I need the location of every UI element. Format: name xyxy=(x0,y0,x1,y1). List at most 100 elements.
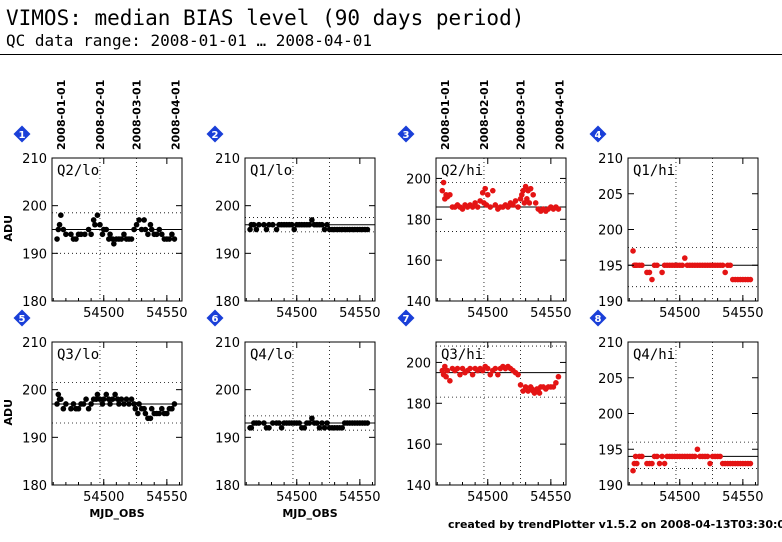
data-point xyxy=(269,221,276,228)
data-point xyxy=(90,217,97,223)
data-point xyxy=(159,405,165,412)
data-point xyxy=(83,396,89,403)
y-tick-label: 195 xyxy=(598,443,623,458)
data-point xyxy=(63,231,69,238)
data-point xyxy=(88,401,94,407)
data-point xyxy=(510,202,516,208)
data-point xyxy=(747,460,754,467)
data-point xyxy=(679,262,686,269)
data-point xyxy=(136,401,142,407)
data-point xyxy=(522,384,529,390)
data-point xyxy=(649,276,655,283)
data-point xyxy=(472,200,478,206)
data-point xyxy=(68,405,74,412)
title-divider xyxy=(0,54,782,55)
x-tick-label: 54550 xyxy=(722,490,763,505)
data-point xyxy=(520,187,526,194)
data-point xyxy=(75,405,82,412)
data-point xyxy=(324,420,330,426)
y-tick-label: 210 xyxy=(215,336,240,351)
data-point xyxy=(719,262,726,269)
data-point xyxy=(469,204,476,210)
data-point xyxy=(484,365,491,372)
data-point xyxy=(639,453,645,460)
data-point xyxy=(309,415,315,422)
data-point xyxy=(479,189,486,196)
data-point xyxy=(487,371,494,378)
date-tick-label: 2008-02-01 xyxy=(94,80,107,150)
data-point xyxy=(171,401,178,407)
data-point xyxy=(492,365,499,372)
panel-label: Q1/lo xyxy=(250,163,292,179)
y-tick-label: 190 xyxy=(215,247,240,262)
data-point xyxy=(135,410,141,417)
data-point xyxy=(133,221,140,228)
data-point xyxy=(99,231,106,238)
data-point xyxy=(166,236,173,242)
data-point xyxy=(58,212,64,218)
y-tick-label: 195 xyxy=(598,259,623,274)
data-point xyxy=(479,367,486,374)
data-point xyxy=(704,453,711,460)
data-point xyxy=(60,405,67,412)
data-point xyxy=(103,391,110,398)
data-point xyxy=(474,204,481,210)
data-point xyxy=(99,401,106,407)
badge-number: 3 xyxy=(403,130,410,141)
data-point xyxy=(126,401,132,407)
data-point xyxy=(459,206,466,212)
data-point xyxy=(364,226,371,233)
data-point xyxy=(70,401,77,407)
data-point xyxy=(111,241,117,247)
y-tick-label: 200 xyxy=(22,384,47,399)
data-point xyxy=(484,191,491,198)
data-point xyxy=(55,226,62,233)
data-point xyxy=(256,221,262,228)
data-point xyxy=(60,226,67,233)
data-point xyxy=(159,231,165,238)
data-point xyxy=(253,226,260,233)
x-tick-label: 54550 xyxy=(530,490,571,505)
data-point xyxy=(141,217,147,223)
data-point xyxy=(118,396,125,403)
data-point xyxy=(656,460,663,467)
data-point xyxy=(692,453,698,460)
data-point xyxy=(515,371,521,378)
data-point xyxy=(142,410,149,417)
data-point xyxy=(148,226,155,233)
panel-q3-lo: 5 180 190 200 210 54500 54550 Q3/lo ADU MJD_OBS xyxy=(2,309,188,520)
panel-q2-lo: 1 180 190 200 210 54500 54550 Q2/lo ADU xyxy=(2,125,188,321)
x-tick-label: 54500 xyxy=(659,306,700,321)
x-axis-label: MJD_OBS xyxy=(282,507,337,520)
data-point xyxy=(630,467,636,474)
data-point xyxy=(694,446,701,453)
data-point xyxy=(319,221,325,228)
x-tick-label: 54550 xyxy=(722,306,763,321)
data-point xyxy=(309,217,315,223)
data-point xyxy=(505,204,511,210)
data-point xyxy=(97,221,103,228)
panel-q1-hi: 4 190 195 200 205 210 54500 54550 Q1/hi xyxy=(589,125,764,321)
y-tick-label: 200 xyxy=(598,408,623,423)
data-point xyxy=(555,206,562,212)
panel-label: Q2/hi xyxy=(441,163,483,179)
plot-frame xyxy=(244,157,376,302)
data-point xyxy=(153,231,160,238)
data-point xyxy=(128,396,135,403)
data-point xyxy=(634,460,640,467)
data-point xyxy=(319,420,325,426)
panel-q4-hi: 8 190 195 200 205 210 54500 54550 Q4/hi xyxy=(589,309,764,505)
data-point xyxy=(447,191,453,198)
panel-number-badge xyxy=(206,309,224,327)
data-point xyxy=(147,221,154,228)
data-point xyxy=(454,365,461,372)
data-point xyxy=(107,231,113,238)
y-tick-label: 180 xyxy=(22,479,47,494)
data-point xyxy=(520,388,526,394)
data-point xyxy=(654,453,660,460)
panel-label: Q4/lo xyxy=(250,347,292,363)
y-tick-label: 200 xyxy=(406,172,431,187)
data-point xyxy=(100,396,107,403)
y-tick-label: 190 xyxy=(22,431,47,446)
panel-label: Q3/lo xyxy=(57,347,99,363)
